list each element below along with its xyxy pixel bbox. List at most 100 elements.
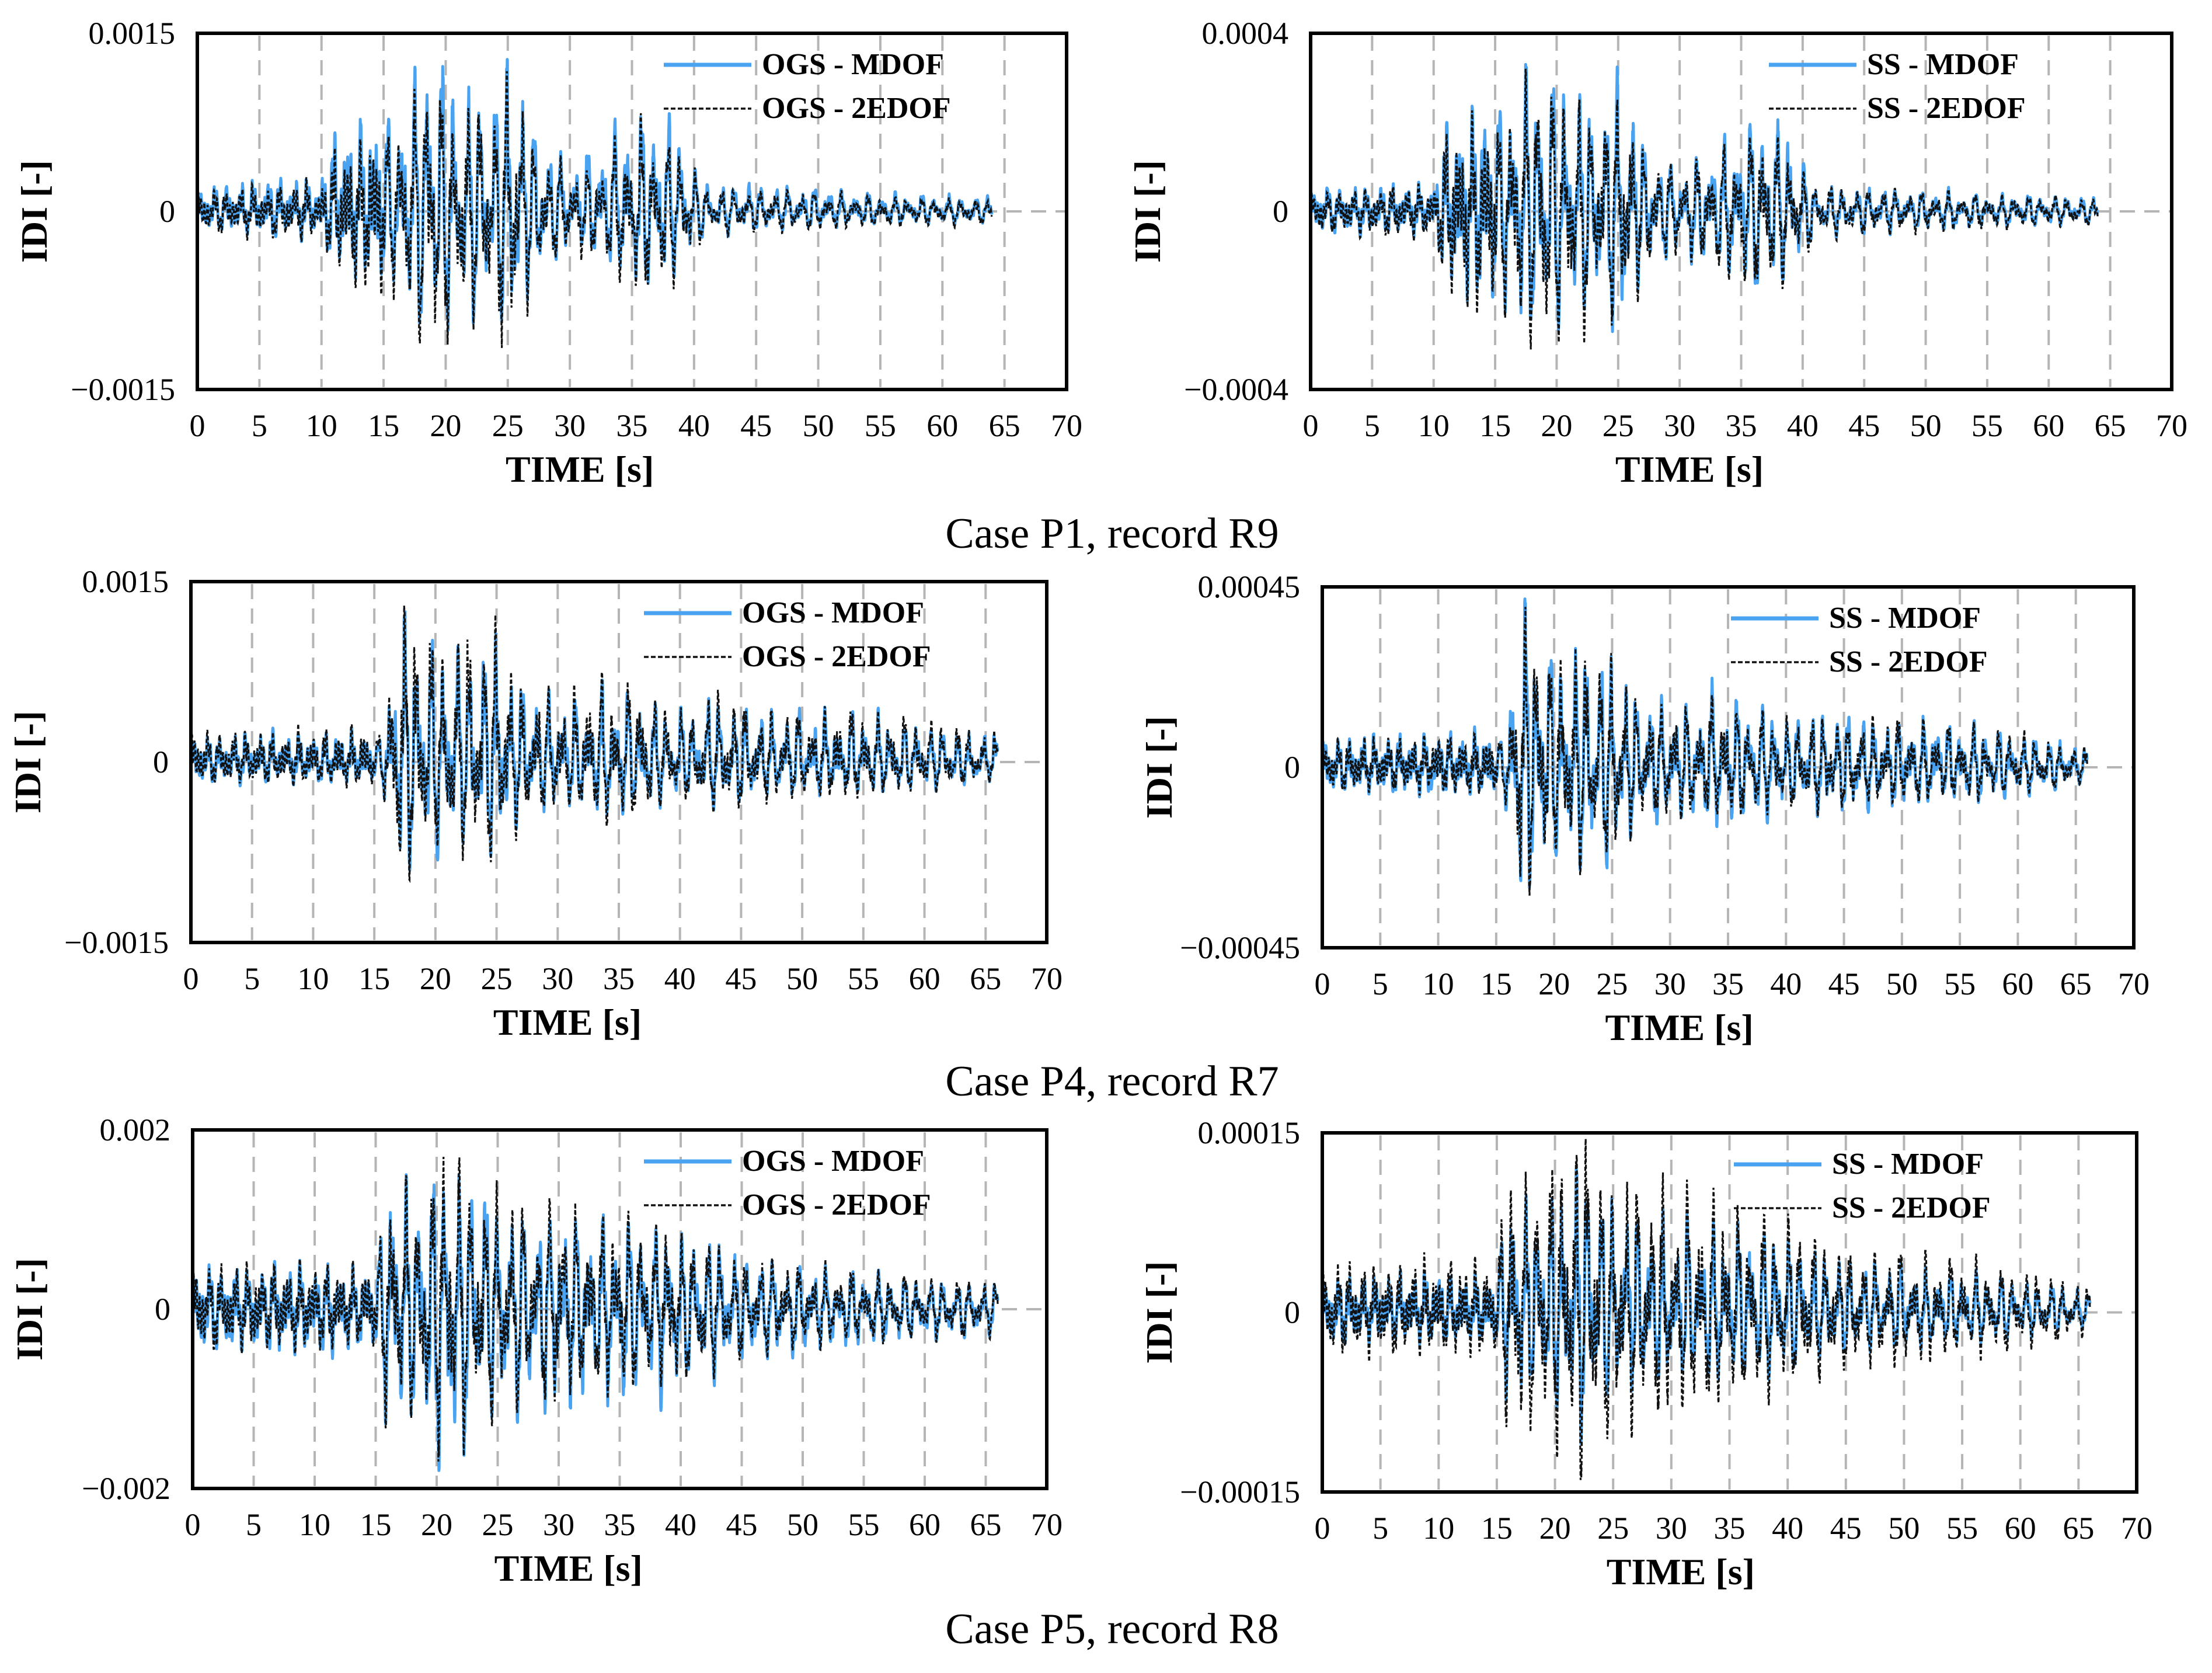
x-tick-label: 40 — [1770, 966, 1802, 1001]
x-tick-label: 30 — [554, 408, 586, 443]
plot-frame — [196, 32, 1068, 391]
plot-frame — [1309, 32, 2173, 391]
x-tick-label: 50 — [787, 1507, 818, 1542]
x-tick-label: 25 — [1603, 408, 1634, 443]
y-tick-label: 0.00015 — [1198, 1115, 1301, 1150]
legend-label-mdof: SS - MDOF — [1829, 601, 1981, 635]
y-tick-label: 0.0015 — [82, 564, 169, 599]
x-tick-label: 55 — [1971, 408, 2003, 443]
x-tick-label: 10 — [306, 408, 337, 443]
x-tick-label: 60 — [909, 1507, 940, 1542]
x-tick-label: 10 — [1418, 408, 1450, 443]
x-tick-label: 40 — [665, 1507, 696, 1542]
x-axis-label: TIME [s] — [493, 1001, 642, 1043]
legend-label-mdof: OGS - MDOF — [762, 48, 944, 81]
x-tick-label: 50 — [1886, 966, 1918, 1001]
x-tick-label: 0 — [1303, 408, 1319, 443]
legend-label-mdof: OGS - MDOF — [742, 1145, 924, 1178]
series-line-2edof — [190, 606, 999, 884]
legend-label-mdof: SS - MDOF — [1832, 1147, 1984, 1181]
series-line-2edof — [1321, 607, 2088, 896]
y-axis-label: IDI [-] — [13, 160, 55, 263]
x-tick-label: 35 — [1714, 1511, 1746, 1546]
x-axis-label: TIME [s] — [506, 448, 654, 490]
x-tick-label: 60 — [909, 961, 940, 996]
x-tick-label: 0 — [185, 1507, 201, 1542]
series-line-2edof — [1309, 68, 2099, 350]
x-tick-label: 65 — [970, 1507, 1002, 1542]
x-tick-label: 65 — [2060, 966, 2092, 1001]
x-tick-label: 70 — [1031, 1507, 1063, 1542]
x-tick-label: 45 — [740, 408, 772, 443]
x-tick-label: 70 — [2121, 1511, 2152, 1546]
x-tick-label: 10 — [299, 1507, 330, 1542]
chart-panel-p4-ss: 0.00045 0 −0.00045 0 5 10 15 20 25 30 35 40 45 50 55 60… — [1138, 569, 2150, 1048]
caption-row-3: Case P5, record R8 — [945, 1605, 1279, 1653]
x-tick-label: 20 — [421, 1507, 452, 1542]
x-tick-label: 0 — [1315, 1511, 1330, 1546]
y-axis-label: IDI [-] — [1138, 1261, 1180, 1364]
x-tick-label: 45 — [1848, 408, 1880, 443]
series-line-2edof — [1321, 1139, 2091, 1480]
chart-panel-p4-ogs: 0.0015 0 −0.0015 0 5 10 15 20 25 30 35 40 45 50 55 60 65… — [7, 564, 1063, 1043]
legend-label-mdof: SS - MDOF — [1867, 48, 2019, 81]
x-tick-label: 45 — [725, 961, 757, 996]
x-tick-label: 35 — [603, 961, 635, 996]
x-tick-label: 5 — [1373, 966, 1388, 1001]
y-tick-label: −0.0004 — [1184, 372, 1288, 407]
y-tick-label: 0.0004 — [1202, 16, 1289, 51]
caption-row-1: Case P1, record R9 — [945, 510, 1279, 558]
x-tick-label: 50 — [803, 408, 834, 443]
x-tick-label: 45 — [726, 1507, 758, 1542]
y-axis-label: IDI [-] — [1127, 160, 1168, 263]
chart-panel-p5-ss: 0.00015 0 −0.00015 0 5 10 15 20 25 30 35 40 45 50 55 60… — [1138, 1115, 2152, 1592]
x-tick-label: 20 — [420, 961, 451, 996]
legend-label-2edof: SS - 2EDOF — [1829, 645, 1988, 679]
legend-label-2edof: OGS - 2EDOF — [742, 640, 931, 673]
y-tick-label: 0 — [1284, 1295, 1300, 1330]
series-line-2edof — [196, 71, 993, 348]
x-tick-label: 30 — [1654, 966, 1686, 1001]
series-line-mdof — [1321, 597, 2089, 889]
x-tick-label: 15 — [368, 408, 399, 443]
x-tick-label: 5 — [246, 1507, 262, 1542]
y-axis-label: IDI [-] — [1138, 716, 1180, 819]
y-tick-label: 0.00045 — [1198, 569, 1301, 604]
x-tick-label: 0 — [190, 408, 205, 443]
x-tick-label: 60 — [2033, 408, 2064, 443]
x-tick-label: 70 — [2156, 408, 2187, 443]
y-axis-label: IDI [-] — [7, 711, 48, 813]
x-tick-label: 5 — [1373, 1511, 1388, 1546]
x-tick-label: 65 — [2063, 1511, 2094, 1546]
x-tick-label: 5 — [1364, 408, 1380, 443]
y-tick-label: −0.00015 — [1180, 1474, 1300, 1509]
x-tick-label: 15 — [358, 961, 390, 996]
chart-panel-p1-ogs: 0.0015 0 −0.0015 0 5 10 15 20 25 30 35 40 45 50 55 60 65… — [13, 16, 1082, 490]
y-tick-label: 0 — [155, 1292, 170, 1327]
x-tick-label: 60 — [2002, 966, 2033, 1001]
x-tick-label: 60 — [926, 408, 958, 443]
legend-label-2edof: OGS - 2EDOF — [762, 92, 951, 125]
x-tick-label: 15 — [360, 1507, 392, 1542]
x-tick-label: 25 — [482, 1507, 514, 1542]
x-tick-label: 70 — [2118, 966, 2150, 1001]
x-tick-label: 20 — [430, 408, 461, 443]
x-tick-label: 0 — [1315, 966, 1330, 1001]
x-tick-label: 25 — [481, 961, 513, 996]
x-tick-label: 25 — [1597, 1511, 1629, 1546]
x-tick-label: 15 — [1481, 966, 1512, 1001]
x-tick-label: 50 — [786, 961, 818, 996]
y-tick-label: −0.0015 — [71, 372, 175, 407]
y-tick-label: −0.0015 — [64, 925, 169, 960]
x-tick-label: 35 — [1726, 408, 1757, 443]
caption-row-2: Case P4, record R7 — [945, 1058, 1279, 1105]
plot-frame — [1321, 585, 2136, 949]
x-tick-label: 30 — [542, 961, 573, 996]
y-tick-label: −0.00045 — [1180, 930, 1300, 965]
plot-frame — [189, 580, 1048, 944]
x-tick-label: 25 — [492, 408, 524, 443]
x-tick-label: 40 — [678, 408, 710, 443]
y-tick-label: 0 — [159, 194, 175, 229]
